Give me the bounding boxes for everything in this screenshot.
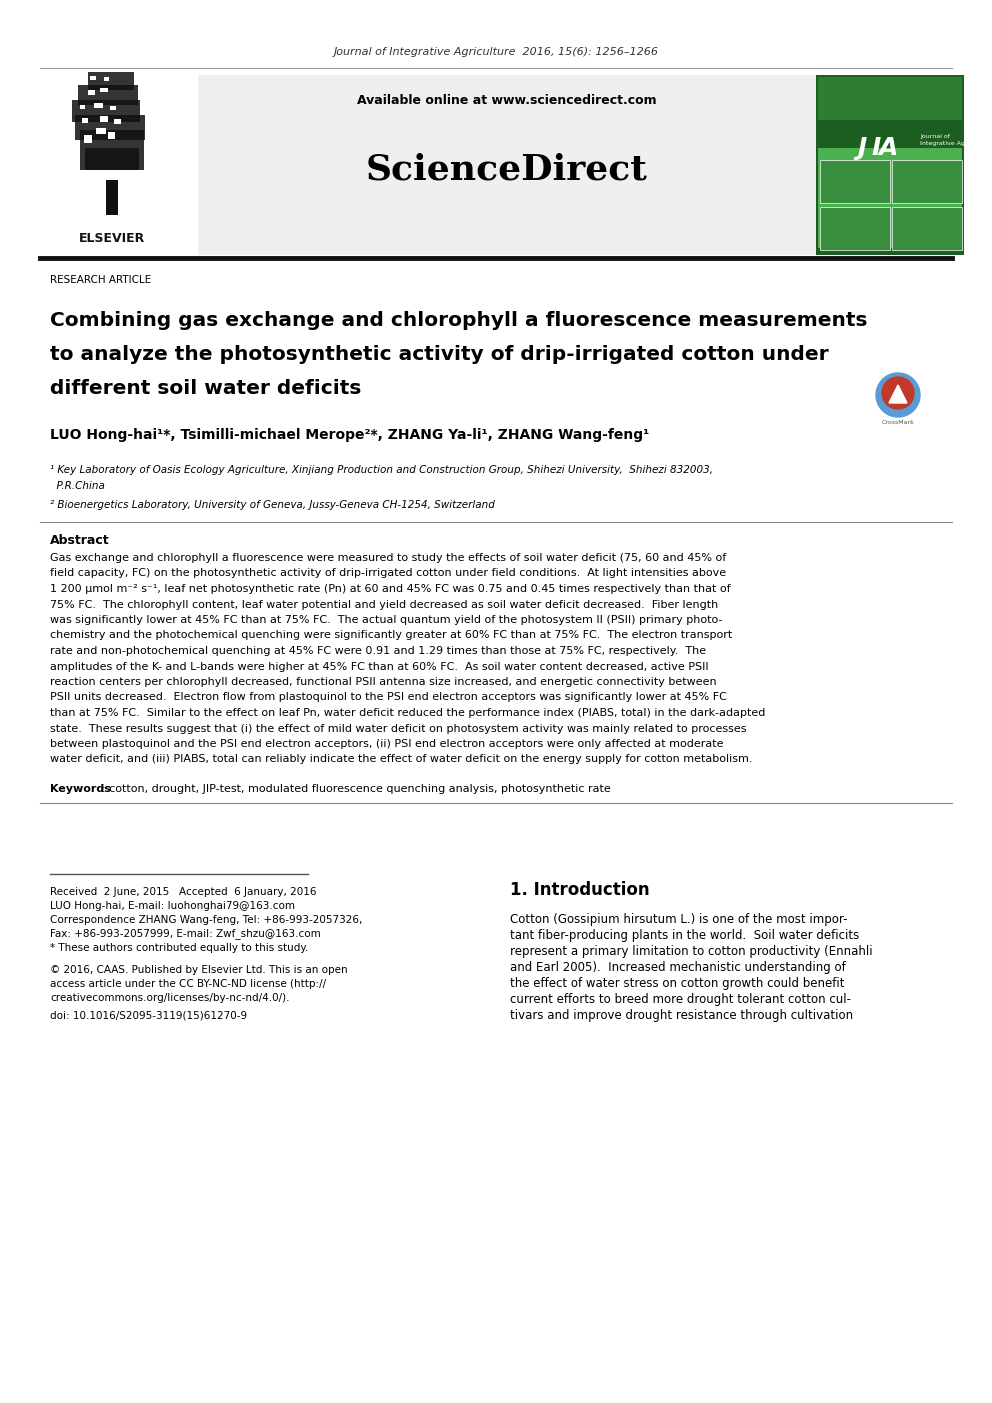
Text: current efforts to breed more drought tolerant cotton cul-: current efforts to breed more drought to… [510,993,851,1006]
Text: different soil water deficits: different soil water deficits [50,379,361,397]
Text: between plastoquinol and the PSI end electron acceptors, (ii) PSI end electron a: between plastoquinol and the PSI end ele… [50,739,723,749]
Text: Fax: +86-993-2057999, E-mail: Zwf_shzu@163.com: Fax: +86-993-2057999, E-mail: Zwf_shzu@1… [50,929,320,940]
Bar [110,107,116,109]
Bar [892,208,962,250]
Text: RESEARCH ARTICLE: RESEARCH ARTICLE [50,275,151,285]
Bar [82,118,88,123]
Text: Cotton (Gossipium hirsutum L.) is one of the most impor-: Cotton (Gossipium hirsutum L.) is one of… [510,913,847,926]
Bar [816,74,964,255]
Text: and Earl 2005).  Increased mechanistic understanding of: and Earl 2005). Increased mechanistic un… [510,961,846,975]
Bar [80,105,85,109]
Text: Journal of
Integrative Agriculture: Journal of Integrative Agriculture [920,135,991,146]
Text: field capacity, FC) on the photosynthetic activity of drip-irrigated cotton unde: field capacity, FC) on the photosyntheti… [50,568,726,578]
Text: 1 200 μmol m⁻² s⁻¹, leaf net photosynthetic rate (Pn) at 60 and 45% FC was 0.75 : 1 200 μmol m⁻² s⁻¹, leaf net photosynthe… [50,584,731,593]
Bar [114,119,121,123]
Bar [88,72,134,90]
Bar [818,147,962,248]
Text: tivars and improve drought resistance through cultivation: tivars and improve drought resistance th… [510,1010,853,1023]
Text: to analyze the photosynthetic activity of drip-irrigated cotton under: to analyze the photosynthetic activity o… [50,345,828,363]
Text: Available online at www.sciencedirect.com: Available online at www.sciencedirect.co… [357,94,657,107]
Text: was significantly lower at 45% FC than at 75% FC.  The actual quantum yield of t: was significantly lower at 45% FC than a… [50,615,722,624]
Text: ELSEVIER: ELSEVIER [79,231,145,244]
Bar [78,86,138,105]
Bar [88,90,95,95]
Circle shape [876,373,920,417]
Text: doi: 10.1016/S2095-3119(15)61270-9: doi: 10.1016/S2095-3119(15)61270-9 [50,1012,247,1021]
Text: state.  These results suggest that (i) the effect of mild water deficit on photo: state. These results suggest that (i) th… [50,724,747,734]
Text: J: J [857,136,867,160]
Bar [30,74,198,248]
Text: CrossMark: CrossMark [882,421,915,425]
Text: * These authors contributed equally to this study.: * These authors contributed equally to t… [50,943,309,953]
Bar [90,76,96,80]
Bar [100,116,108,122]
Bar [94,102,103,108]
Text: I: I [871,136,881,160]
Text: than at 75% FC.  Similar to the effect on leaf Pn, water deficit reduced the per: than at 75% FC. Similar to the effect on… [50,709,766,718]
Text: reaction centers per chlorophyll decreased, functional PSII antenna size increas: reaction centers per chlorophyll decreas… [50,678,716,687]
Text: PSII units decreased.  Electron flow from plastoquinol to the PSI end electron a: PSII units decreased. Electron flow from… [50,693,727,703]
Polygon shape [889,384,907,403]
Text: 75% FC.  The chlorophyll content, leaf water potential and yield decreased as so: 75% FC. The chlorophyll content, leaf wa… [50,599,718,609]
Text: tant fiber-producing plants in the world.  Soil water deficits: tant fiber-producing plants in the world… [510,930,859,943]
Text: Received  2 June, 2015   Accepted  6 January, 2016: Received 2 June, 2015 Accepted 6 January… [50,887,316,897]
Bar [820,208,890,250]
Bar [106,180,118,215]
Text: Correspondence ZHANG Wang-feng, Tel: +86-993-2057326,: Correspondence ZHANG Wang-feng, Tel: +86… [50,915,362,925]
Text: chemistry and the photochemical quenching were significantly greater at 60% FC t: chemistry and the photochemical quenchin… [50,630,732,641]
Bar [100,88,108,93]
Text: access article under the CC BY-NC-ND license (http://: access article under the CC BY-NC-ND lic… [50,979,326,989]
Bar [96,128,106,135]
Text: Keywords: Keywords [50,784,111,794]
Text: : cotton, drought, JIP-test, modulated fluorescence quenching analysis, photosyn: : cotton, drought, JIP-test, modulated f… [102,784,611,794]
Text: water deficit, and (iii) PIABS, total can reliably indicate the effect of water : water deficit, and (iii) PIABS, total ca… [50,755,753,765]
Text: Journal of Integrative Agriculture  2016, 15(6): 1256–1266: Journal of Integrative Agriculture 2016,… [333,46,659,58]
Text: © 2016, CAAS. Published by Elsevier Ltd. This is an open: © 2016, CAAS. Published by Elsevier Ltd.… [50,965,347,975]
Text: the effect of water stress on cotton growth could benefit: the effect of water stress on cotton gro… [510,978,844,991]
Bar [820,160,890,203]
Bar [80,130,144,170]
Text: ¹ Key Laboratory of Oasis Ecology Agriculture, Xinjiang Production and Construct: ¹ Key Laboratory of Oasis Ecology Agricu… [50,464,713,476]
Text: Combining gas exchange and chlorophyll a fluorescence measurements: Combining gas exchange and chlorophyll a… [50,310,867,330]
Bar [72,100,140,122]
Text: A: A [878,136,898,160]
Text: ² Bioenergetics Laboratory, University of Geneva, Jussy-Geneva CH-1254, Switzerl: ² Bioenergetics Laboratory, University o… [50,499,495,511]
Circle shape [882,377,914,410]
Bar [85,147,139,170]
Text: Gas exchange and chlorophyll a fluorescence were measured to study the effects o: Gas exchange and chlorophyll a fluoresce… [50,553,726,563]
Bar [892,160,962,203]
Bar [84,135,92,143]
Text: creativecommons.org/licenses/by-nc-nd/4.0/).: creativecommons.org/licenses/by-nc-nd/4.… [50,993,290,1003]
Bar [108,132,115,139]
Bar [818,77,962,121]
Text: amplitudes of the K- and L-bands were higher at 45% FC than at 60% FC.  As soil : amplitudes of the K- and L-bands were hi… [50,661,708,672]
Text: ScienceDirect: ScienceDirect [366,153,648,187]
Text: rate and non-photochemical quenching at 45% FC were 0.91 and 1.29 times than tho: rate and non-photochemical quenching at … [50,645,706,657]
Text: P.R.China: P.R.China [50,481,105,491]
Bar [104,77,109,81]
Text: Abstract: Abstract [50,533,110,547]
Bar [75,115,145,140]
Text: represent a primary limitation to cotton productivity (Ennahli: represent a primary limitation to cotton… [510,946,873,958]
Text: 1. Introduction: 1. Introduction [510,881,650,899]
Text: LUO Hong-hai, E-mail: luohonghai79@163.com: LUO Hong-hai, E-mail: luohonghai79@163.c… [50,901,295,911]
Bar [198,74,816,255]
Text: LUO Hong-hai¹*, Tsimilli-michael Merope²*, ZHANG Ya-li¹, ZHANG Wang-feng¹: LUO Hong-hai¹*, Tsimilli-michael Merope²… [50,428,649,442]
